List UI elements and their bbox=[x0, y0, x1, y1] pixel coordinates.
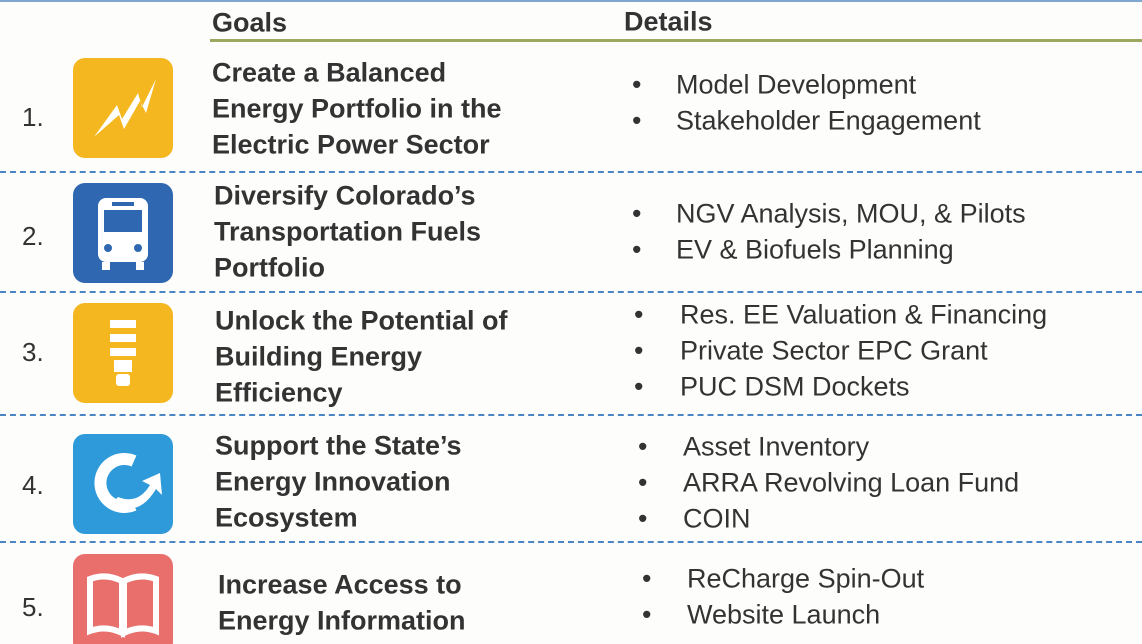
row-number: 3. bbox=[22, 337, 44, 367]
header-rule bbox=[210, 39, 1142, 42]
detail-item: COIN bbox=[683, 503, 751, 534]
goal-line: Energy Information bbox=[218, 605, 466, 636]
row-separator bbox=[0, 541, 1142, 543]
icon-cycle bbox=[73, 434, 173, 534]
row-separator bbox=[0, 171, 1142, 173]
header-goals: Goals bbox=[212, 7, 288, 38]
detail-item: EV & Biofuels Planning bbox=[676, 234, 954, 265]
icon-bus bbox=[73, 183, 173, 283]
goal-line: Portfolio bbox=[214, 252, 325, 283]
top-rule bbox=[0, 0, 1142, 2]
goal-line: Transportation Fuels bbox=[214, 216, 482, 247]
goal-line: Energy Portfolio in the bbox=[212, 93, 502, 124]
goal-line: Electric Power Sector bbox=[212, 129, 490, 160]
bullet: • bbox=[638, 431, 648, 462]
bullet: • bbox=[632, 69, 642, 100]
icon-lightning bbox=[73, 58, 173, 158]
goal-line: Unlock the Potential of bbox=[215, 305, 508, 336]
bullet: • bbox=[632, 198, 642, 229]
bullet: • bbox=[634, 335, 644, 366]
detail-item: NGV Analysis, MOU, & Pilots bbox=[676, 198, 1026, 229]
row-number: 4. bbox=[22, 470, 44, 500]
row-number: 2. bbox=[22, 221, 44, 251]
row-separator bbox=[0, 414, 1142, 416]
goal-line: Building Energy bbox=[215, 341, 423, 372]
bullet: • bbox=[638, 503, 648, 534]
row-number: 1. bbox=[22, 102, 44, 132]
bullet: • bbox=[632, 234, 642, 265]
icon-book bbox=[73, 554, 173, 644]
bullet: • bbox=[642, 563, 652, 594]
bullet: • bbox=[632, 105, 642, 136]
row-separator bbox=[0, 291, 1142, 293]
detail-item: Website Launch bbox=[687, 599, 881, 630]
goal-line: Diversify Colorado’s bbox=[214, 180, 476, 211]
detail-item: Res. EE Valuation & Financing bbox=[680, 299, 1048, 330]
goal-line: Efficiency bbox=[215, 377, 343, 408]
detail-item: ARRA Revolving Loan Fund bbox=[683, 467, 1020, 498]
detail-item: PUC DSM Dockets bbox=[680, 371, 910, 402]
header-details: Details bbox=[624, 6, 713, 37]
bullet: • bbox=[642, 599, 652, 630]
detail-item: Stakeholder Engagement bbox=[676, 105, 981, 136]
goal-line: Support the State’s bbox=[215, 430, 462, 461]
bullet: • bbox=[634, 299, 644, 330]
detail-item: Model Development bbox=[676, 69, 917, 100]
icon-bulb bbox=[73, 303, 173, 403]
row-number: 5. bbox=[22, 592, 44, 622]
goal-line: Increase Access to bbox=[218, 569, 462, 600]
goal-line: Ecosystem bbox=[215, 502, 358, 533]
detail-item: ReCharge Spin-Out bbox=[687, 563, 925, 594]
goal-line: Create a Balanced bbox=[212, 57, 447, 88]
bullet: • bbox=[638, 467, 648, 498]
bullet: • bbox=[634, 371, 644, 402]
detail-item: Asset Inventory bbox=[683, 431, 870, 462]
detail-item: Private Sector EPC Grant bbox=[680, 335, 988, 366]
goal-line: Energy Innovation bbox=[215, 466, 451, 497]
